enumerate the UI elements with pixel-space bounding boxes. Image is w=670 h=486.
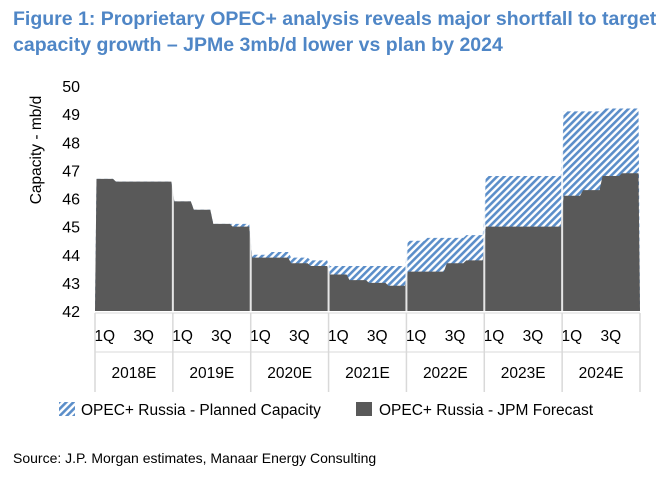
- x-tick-label-quarter: 1Q: [172, 328, 193, 345]
- chart-title-line-1: Figure 1: Proprietary OPEC+ analysis rev…: [13, 8, 657, 30]
- x-tick-label-quarter: 1Q: [562, 328, 583, 345]
- y-tick-label: 46: [62, 192, 80, 209]
- legend-label-planned-capacity: OPEC+ Russia - Planned Capacity: [81, 402, 321, 419]
- capacity-area-chart: 42 43 44 45 46 47 48 49 50 1Q 3Q 2018E 1Q 3Q 2019E 1Q 3Q…: [28, 79, 641, 419]
- y-tick-label: 43: [62, 276, 80, 293]
- y-tick-label: 47: [62, 163, 80, 180]
- source-note: Source: J.P. Morgan estimates, Manaar En…: [13, 450, 377, 466]
- y-axis-title: Capacity - mb/d: [28, 96, 45, 205]
- chart-title-line-2: capacity growth – JPMe 3mb/d lower vs pl…: [13, 34, 503, 56]
- x-tick-label-year: 2023E: [501, 365, 546, 382]
- y-tick-label: 42: [62, 304, 80, 321]
- y-tick-label: 48: [62, 135, 80, 152]
- x-tick-label-quarter: 1Q: [250, 328, 271, 345]
- chart-title: Figure 1: Proprietary OPEC+ analysis rev…: [13, 6, 663, 58]
- x-tick-label-year: 2024E: [579, 365, 624, 382]
- plot-area: [95, 82, 640, 311]
- x-tick-label-year: 2019E: [189, 365, 234, 382]
- x-tick-label-quarter: 3Q: [445, 328, 466, 345]
- x-tick-label-quarter: 1Q: [484, 328, 505, 345]
- x-tick-label-quarter: 3Q: [133, 328, 154, 345]
- x-tick-label-quarter: 1Q: [328, 328, 349, 345]
- legend-swatch-jpm-forecast: [356, 402, 372, 416]
- x-tick-label-year: 2020E: [267, 365, 312, 382]
- x-tick-label-quarter: 3Q: [211, 328, 232, 345]
- axes: 42 43 44 45 46 47 48 49 50 1Q 3Q 2018E 1Q 3Q 2019E 1Q 3Q…: [62, 79, 641, 392]
- y-tick-label: 45: [62, 220, 80, 237]
- x-tick-label-quarter: 1Q: [406, 328, 427, 345]
- y-tick-label: 50: [62, 79, 80, 96]
- y-tick-label: 49: [62, 107, 80, 124]
- x-tick-label-quarter: 3Q: [367, 328, 388, 345]
- x-tick-label-year: 2021E: [345, 365, 390, 382]
- y-tick-label: 44: [62, 248, 80, 265]
- x-tick-label-quarter: 3Q: [600, 328, 621, 345]
- legend: OPEC+ Russia - Planned Capacity OPEC+ Ru…: [59, 402, 594, 419]
- legend-swatch-planned-capacity: [59, 402, 75, 416]
- x-tick-label-quarter: 3Q: [523, 328, 544, 345]
- x-tick-label-year: 2018E: [112, 365, 157, 382]
- legend-label-jpm-forecast: OPEC+ Russia - JPM Forecast: [379, 402, 594, 419]
- x-tick-label-year: 2022E: [423, 365, 468, 382]
- series-area-jpm-forecast: [95, 173, 640, 311]
- x-tick-label-quarter: 3Q: [289, 328, 310, 345]
- x-tick-label-quarter: 1Q: [94, 328, 115, 345]
